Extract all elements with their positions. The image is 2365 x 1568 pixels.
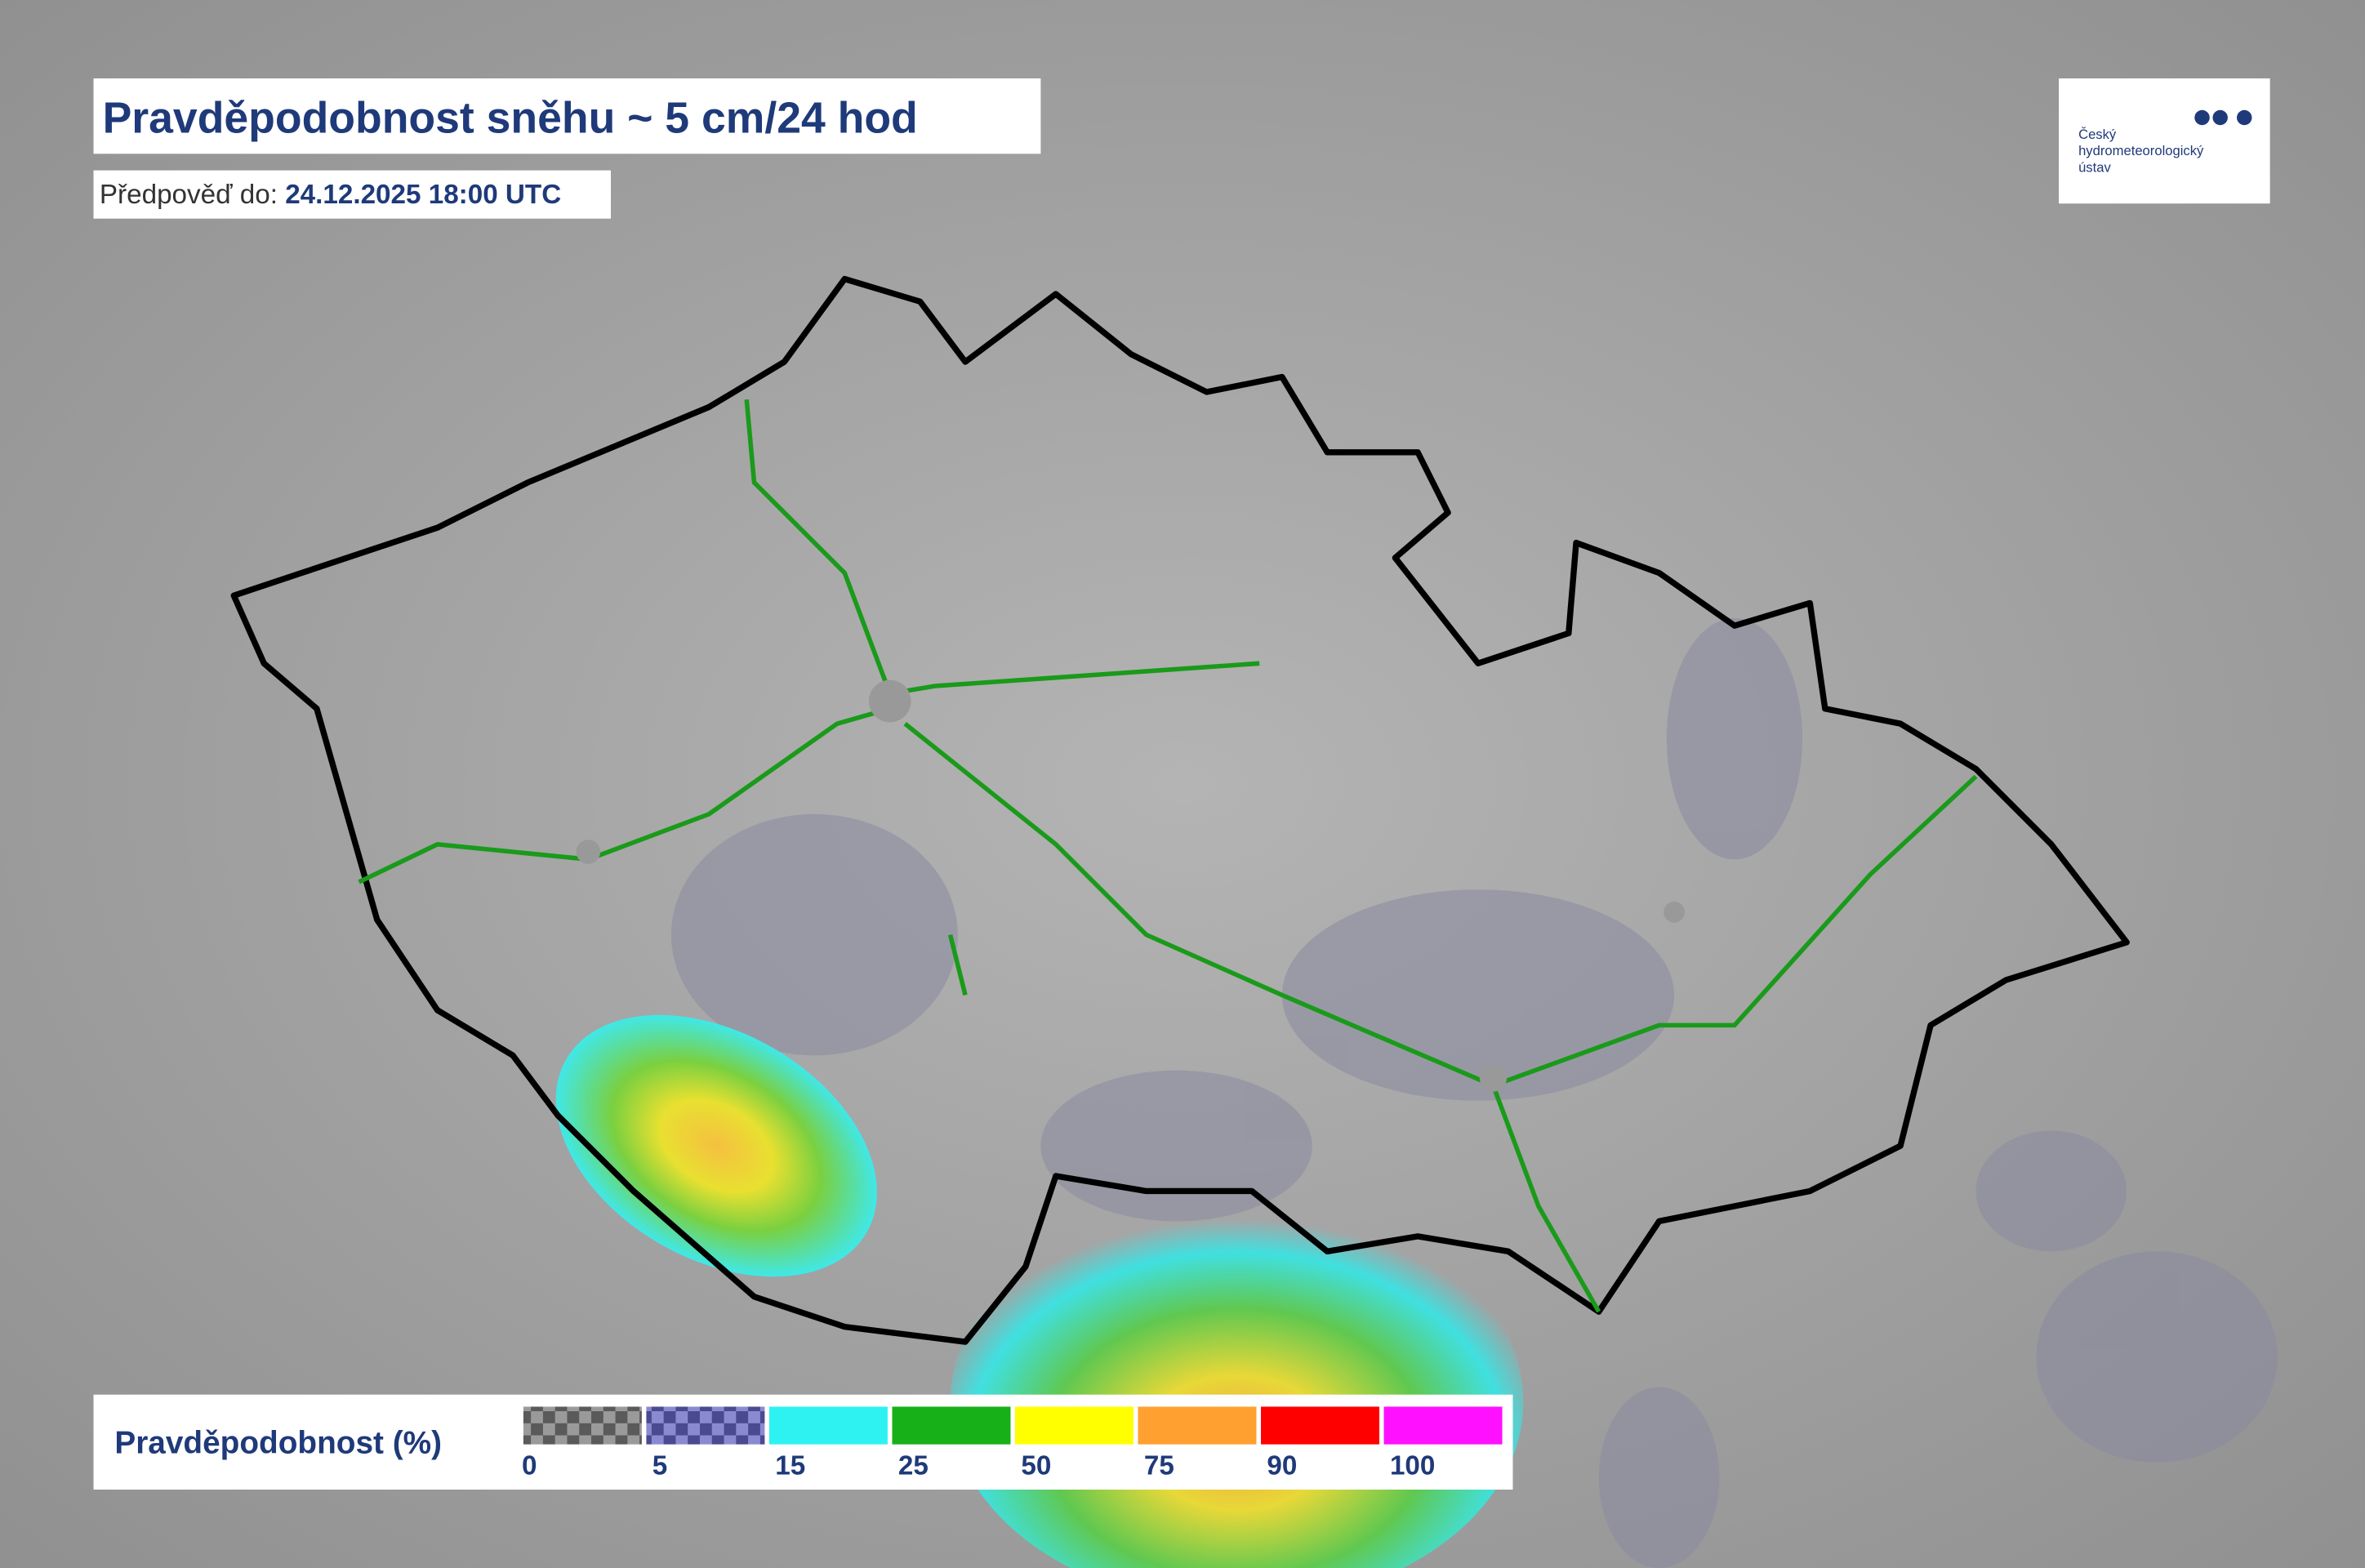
logo-line: hydrometeorologický bbox=[2078, 143, 2204, 158]
logo-line: ústav bbox=[2078, 159, 2111, 175]
title-box bbox=[93, 78, 1041, 154]
logo-dot bbox=[2194, 109, 2210, 126]
forecast: Předpověď do: 24.12.2025 18:00 UTC bbox=[100, 180, 561, 210]
legend-tick-label: 25 bbox=[898, 1451, 929, 1481]
legend-swatch bbox=[523, 1406, 642, 1445]
snow-area-west bbox=[555, 1014, 877, 1277]
forecast-time: 24.12.2025 18:00 UTC bbox=[285, 180, 561, 210]
legend-tick-label: 90 bbox=[1267, 1451, 1297, 1481]
legend-swatch bbox=[1138, 1406, 1257, 1445]
legend-tick-label: 50 bbox=[1021, 1451, 1051, 1481]
legend-swatch bbox=[646, 1406, 765, 1445]
legend-swatch bbox=[892, 1406, 1011, 1445]
legend-tick-label: 5 bbox=[652, 1451, 667, 1481]
legend-tick-label: 0 bbox=[522, 1451, 537, 1481]
legend-tick-label: 100 bbox=[1390, 1451, 1435, 1481]
legend-swatch bbox=[1383, 1406, 1503, 1445]
legend-tick-label: 75 bbox=[1144, 1451, 1174, 1481]
legend-title: Pravděpodobnost (%) bbox=[114, 1426, 442, 1461]
legend-swatch bbox=[768, 1406, 888, 1445]
logo-dot bbox=[2212, 109, 2228, 126]
logo-box bbox=[2059, 78, 2270, 204]
forecast-label: Předpověď do: bbox=[100, 180, 278, 210]
forecast-box bbox=[93, 170, 612, 219]
cities bbox=[576, 679, 1686, 1092]
country-border bbox=[230, 275, 2130, 1345]
logo-line: Český bbox=[2078, 127, 2117, 142]
title: Pravděpodobnost sněhu ~ 5 cm/24 hod bbox=[103, 94, 918, 142]
logo-dot bbox=[2237, 109, 2252, 126]
legend-swatch bbox=[1261, 1406, 1380, 1445]
legend-swatch bbox=[1014, 1406, 1134, 1445]
legend-tick-label: 15 bbox=[775, 1451, 805, 1481]
legend: 0 5 15 25 50 75 90 100 bbox=[522, 1406, 1503, 1481]
